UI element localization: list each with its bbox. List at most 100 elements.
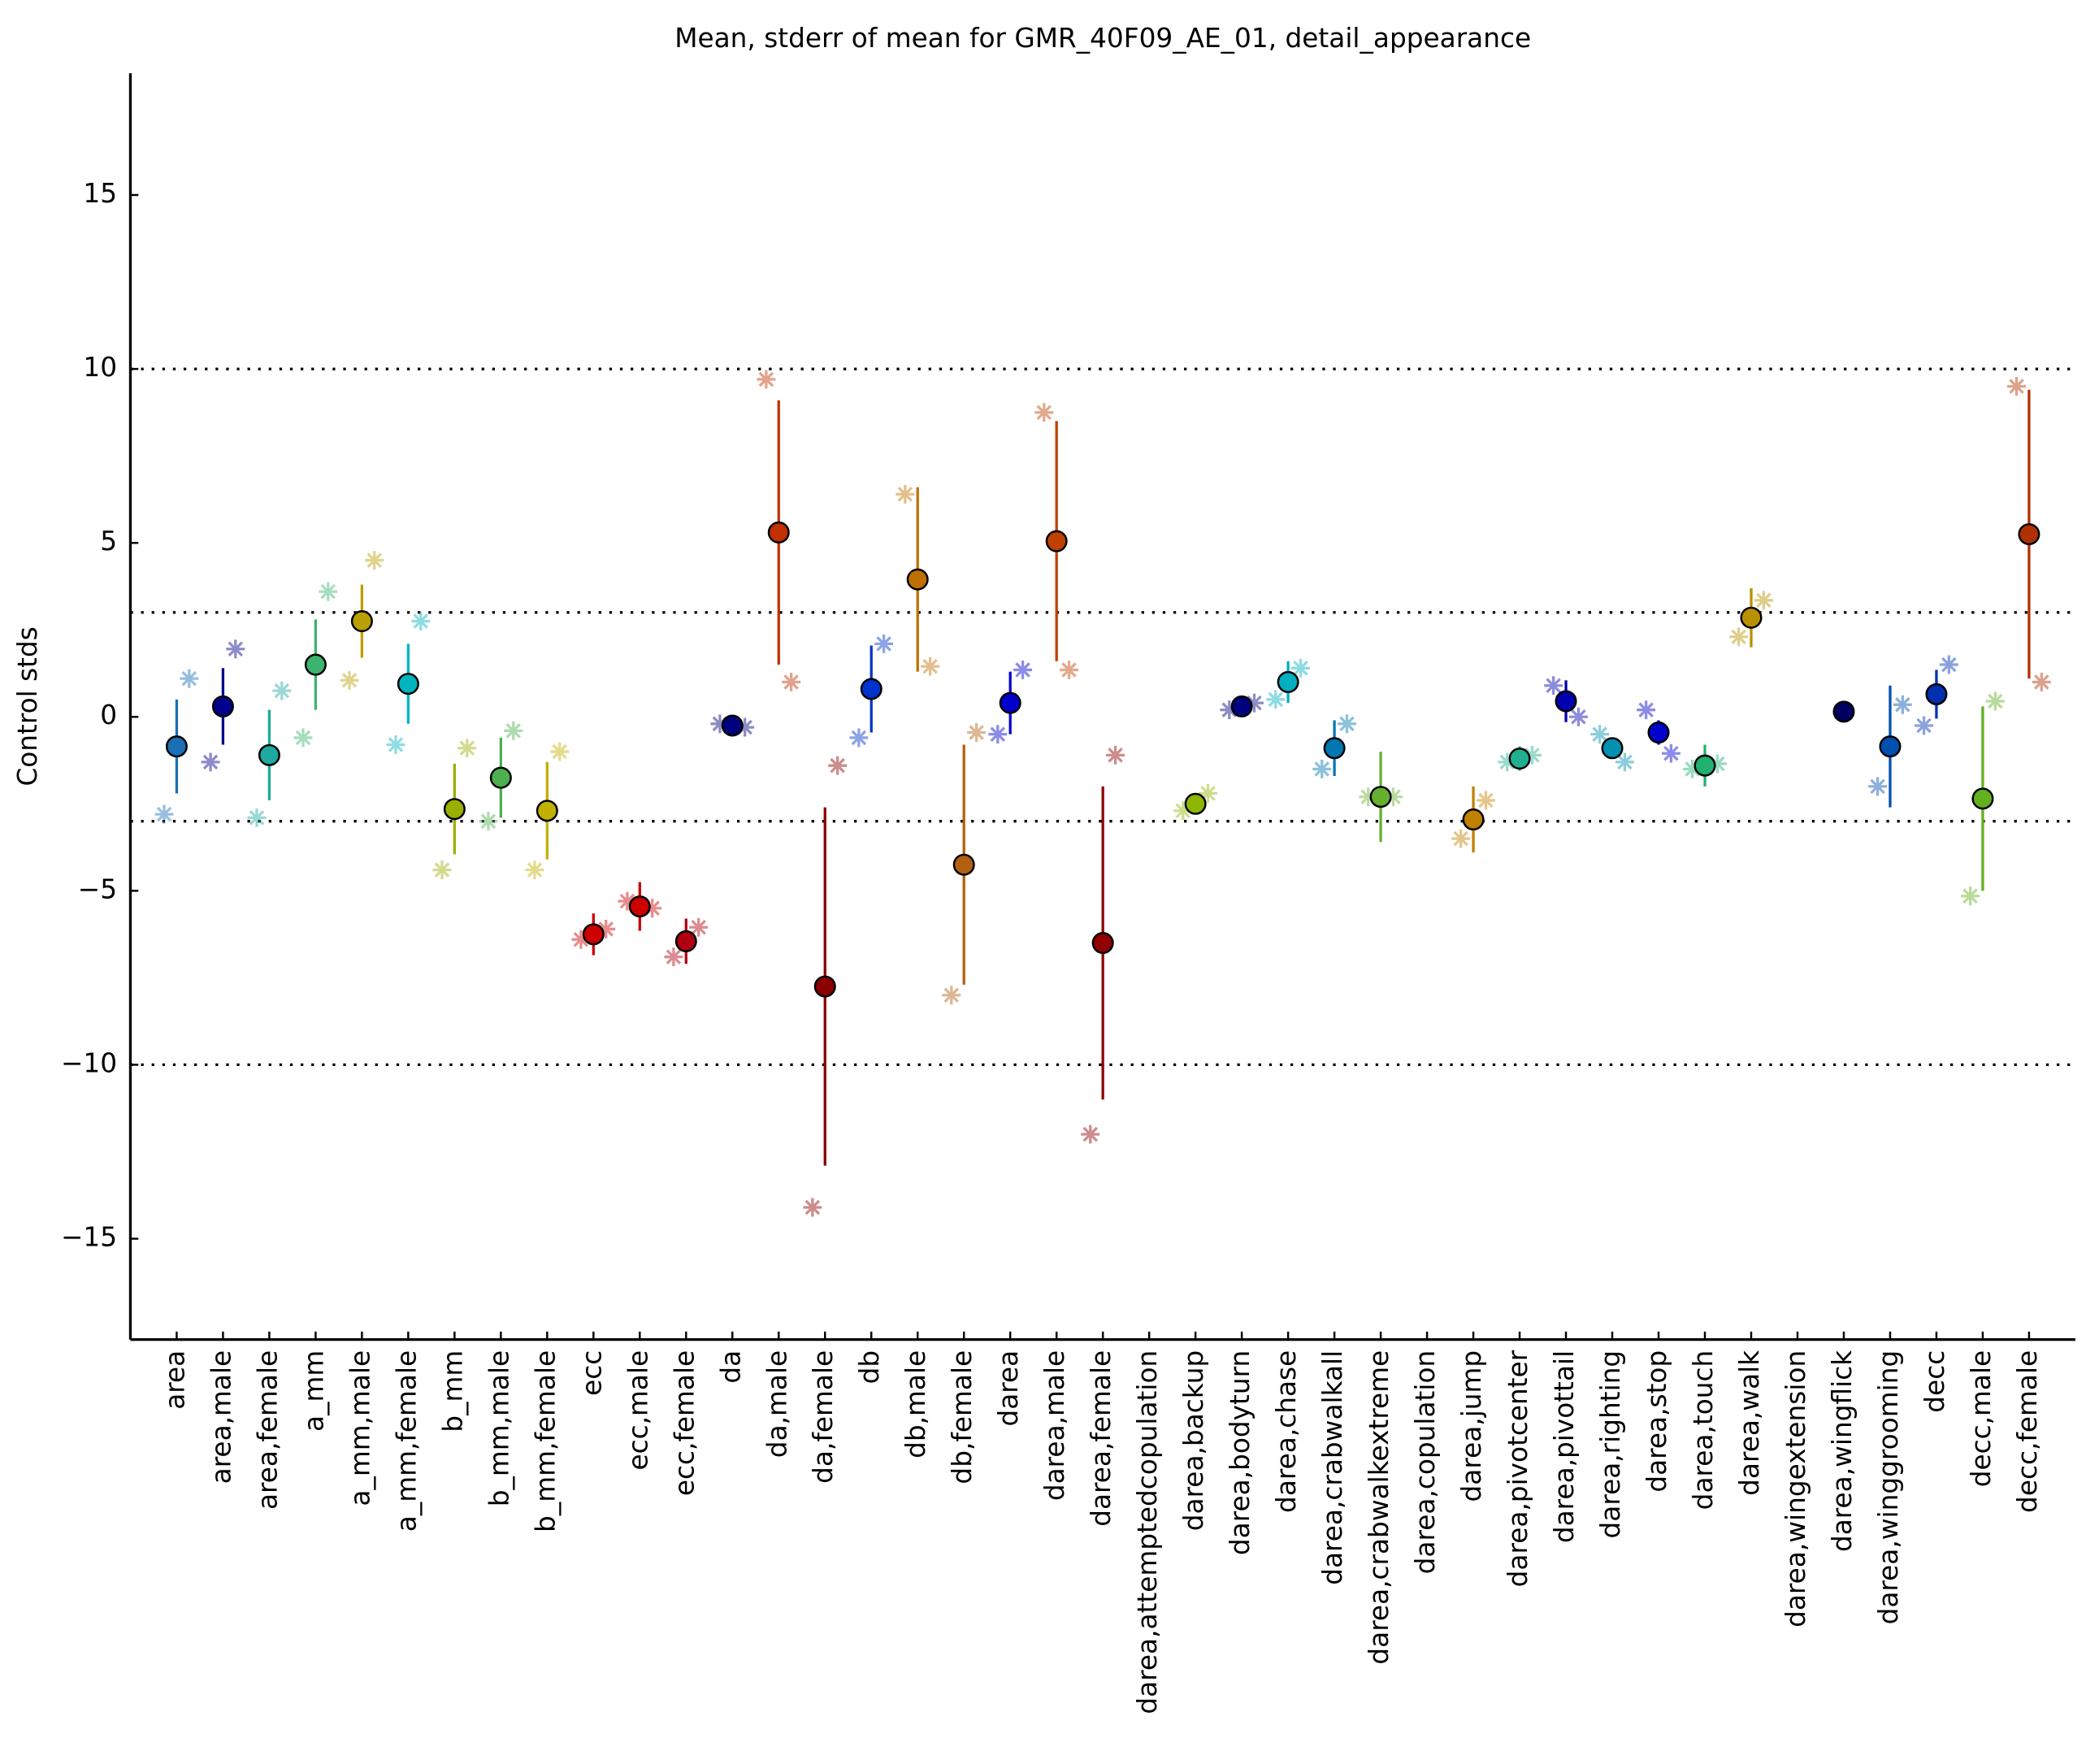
mean-marker <box>674 930 697 952</box>
experiment-marker <box>1034 403 1054 423</box>
experiment-marker <box>689 917 709 937</box>
x-tick-label: db <box>854 1350 885 1385</box>
x-tick-label: darea,copulation <box>1410 1350 1441 1575</box>
mean-marker <box>813 975 836 998</box>
mean-marker <box>1740 606 1763 629</box>
experiment-marker <box>1615 752 1634 772</box>
experiment-marker <box>1961 886 1980 906</box>
mean-marker <box>1508 748 1531 770</box>
x-tick-label: darea,jump <box>1456 1350 1487 1502</box>
x-tick-label: ecc <box>576 1350 607 1396</box>
mean-marker <box>1971 787 1994 810</box>
x-tick-label: darea,righting <box>1595 1350 1626 1539</box>
experiment-marker <box>201 752 220 772</box>
experiment-marker <box>1729 627 1749 647</box>
x-tick-label: area,male <box>206 1350 236 1484</box>
experiment-marker <box>293 728 313 748</box>
experiment-marker <box>432 860 452 880</box>
x-tick-label: darea,wingflick <box>1827 1350 1858 1552</box>
experiment-marker <box>1683 760 1702 778</box>
experiment-marker <box>849 728 869 748</box>
mean-marker <box>1925 683 1948 705</box>
x-tick-label: da <box>715 1350 746 1384</box>
x-tick-label: darea,male <box>1039 1350 1070 1501</box>
experiment-marker <box>896 484 915 504</box>
mean-marker <box>2018 522 2040 545</box>
x-tick-label: da,female <box>808 1350 839 1484</box>
mean-marker <box>304 653 327 676</box>
experiment-marker <box>1291 658 1310 678</box>
x-tick-label: darea <box>993 1350 1024 1427</box>
mean-marker <box>1832 700 1855 723</box>
mean-marker <box>721 714 744 737</box>
experiment-marker <box>828 756 848 775</box>
y-axis-label: Control stds <box>12 626 43 786</box>
mean-marker <box>906 568 929 591</box>
mean-marker <box>350 609 373 633</box>
mean-marker <box>211 695 234 717</box>
y-tick-label: −10 <box>61 1047 117 1078</box>
mean-marker <box>1277 670 1299 693</box>
mean-marker <box>536 800 558 822</box>
mean-marker <box>1323 737 1346 760</box>
x-tick-label: b_mm,female <box>530 1350 561 1532</box>
x-tick-label: decc,male <box>1966 1350 1997 1488</box>
experiment-marker <box>1661 743 1681 763</box>
x-tick-label: a_mm,female <box>391 1350 422 1532</box>
experiment-marker <box>1245 693 1264 713</box>
mean-marker <box>489 766 512 789</box>
experiment-marker <box>1985 691 2005 711</box>
y-tick-label: 15 <box>83 178 117 209</box>
x-tick-label: darea,crabwalkall <box>1317 1350 1348 1585</box>
experiment-marker <box>1915 716 1934 735</box>
experiment-marker <box>1707 754 1727 774</box>
x-tick-label: darea,attemptedcopulation <box>1132 1350 1163 1714</box>
experiment-marker <box>1013 660 1033 679</box>
experiment-marker <box>1081 1125 1100 1144</box>
experiment-marker <box>504 721 523 740</box>
x-tick-label: ecc,male <box>622 1350 653 1471</box>
experiment-marker <box>921 657 940 676</box>
experiment-marker <box>1173 801 1193 821</box>
experiment-marker <box>571 930 591 949</box>
mean-marker <box>999 691 1021 714</box>
mean-marker <box>1091 932 1114 955</box>
x-tick-label: a_mm,male <box>345 1350 375 1506</box>
x-tick-label: darea,crabwalkextreme <box>1364 1350 1394 1665</box>
x-tick-label: b_mm <box>437 1350 468 1432</box>
experiment-marker <box>525 860 544 880</box>
experiment-marker <box>967 723 987 742</box>
experiment-marker <box>1338 714 1356 734</box>
experiment-marker <box>319 582 338 601</box>
experiment-marker <box>386 735 405 754</box>
experiment-marker <box>479 812 498 831</box>
experiment-marker <box>340 670 359 690</box>
experiment-marker <box>874 634 894 653</box>
x-tick-label: darea,winggrooming <box>1873 1350 1904 1625</box>
experiment-marker <box>1939 655 1958 674</box>
x-tick-label: db,female <box>947 1350 978 1484</box>
experiment-marker <box>1590 725 1610 744</box>
x-tick-label: darea,walk <box>1734 1350 1765 1496</box>
x-tick-label: darea,wingextension <box>1780 1350 1811 1627</box>
x-tick-label: ecc,female <box>669 1350 700 1496</box>
x-tick-label: darea,backup <box>1178 1350 1209 1532</box>
experiment-marker <box>1266 690 1286 709</box>
experiment-marker <box>618 891 637 911</box>
experiment-marker <box>988 725 1008 744</box>
x-tick-label: darea,female <box>1086 1350 1117 1527</box>
x-tick-label: darea,touch <box>1688 1350 1719 1510</box>
experiment-marker <box>1498 752 1517 772</box>
y-tick-label: 5 <box>100 526 117 557</box>
experiment-marker <box>154 804 174 824</box>
experiment-marker <box>550 742 570 761</box>
y-tick-label: −5 <box>78 873 117 904</box>
experiment-marker <box>1451 829 1471 848</box>
experiment-marker <box>1522 745 1542 765</box>
x-tick-label: db,male <box>900 1350 931 1458</box>
experiment-marker <box>1868 777 1888 796</box>
x-tick-label: da,male <box>761 1350 792 1458</box>
mean-marker <box>952 853 975 876</box>
experiment-marker <box>365 551 384 570</box>
